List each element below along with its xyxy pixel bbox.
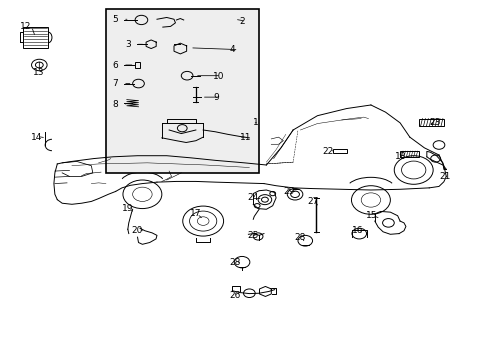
Text: 28: 28 [294, 233, 305, 242]
Text: 11: 11 [239, 132, 251, 141]
Text: 3: 3 [125, 40, 131, 49]
Text: 14: 14 [30, 132, 42, 141]
Text: 28: 28 [228, 258, 240, 267]
Text: 21: 21 [438, 172, 449, 181]
Text: 25: 25 [246, 231, 258, 240]
Bar [399, 151, 418, 157]
Text: 4: 4 [229, 45, 235, 54]
Text: 10: 10 [212, 72, 224, 81]
Text: 26: 26 [228, 291, 240, 300]
Text: 8: 8 [112, 100, 118, 109]
Text: 18: 18 [394, 152, 406, 161]
Text: 7: 7 [112, 79, 118, 88]
Text: 20: 20 [131, 225, 143, 234]
Text: 29: 29 [283, 187, 294, 196]
Text: 16: 16 [351, 225, 362, 234]
Bar [134, 62, 140, 68]
Text: 24: 24 [246, 193, 258, 202]
Text: 5: 5 [112, 15, 118, 24]
Bar [23, 27, 48, 48]
Text: 13: 13 [33, 68, 44, 77]
Text: 22: 22 [322, 147, 333, 156]
Text: 27: 27 [307, 197, 319, 206]
Text: 9: 9 [212, 93, 218, 102]
Text: 6: 6 [112, 61, 118, 70]
Bar [332, 149, 346, 153]
Bar [418, 118, 443, 126]
Text: 17: 17 [190, 210, 201, 219]
Text: 2: 2 [239, 17, 245, 26]
Text: 15: 15 [366, 211, 377, 220]
Bar [106, 9, 259, 173]
Text: 1: 1 [253, 118, 259, 127]
Text: 12: 12 [20, 22, 31, 31]
Text: 23: 23 [428, 118, 440, 127]
Text: 19: 19 [122, 204, 133, 213]
